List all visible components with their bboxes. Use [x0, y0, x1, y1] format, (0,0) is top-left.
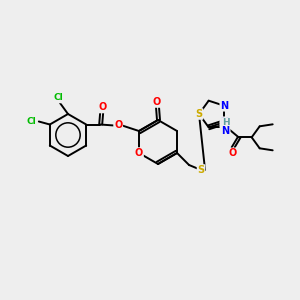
Text: S: S — [195, 109, 203, 119]
Text: S: S — [197, 165, 205, 175]
Text: Cl: Cl — [53, 94, 63, 103]
Text: O: O — [229, 148, 237, 158]
Text: O: O — [135, 148, 143, 158]
Text: O: O — [114, 121, 122, 130]
Text: H: H — [222, 118, 230, 127]
Text: N: N — [222, 126, 230, 136]
Text: O: O — [98, 103, 106, 112]
Text: N: N — [220, 117, 228, 127]
Text: Cl: Cl — [27, 117, 37, 126]
Text: N: N — [220, 101, 228, 111]
Text: O: O — [153, 97, 161, 107]
